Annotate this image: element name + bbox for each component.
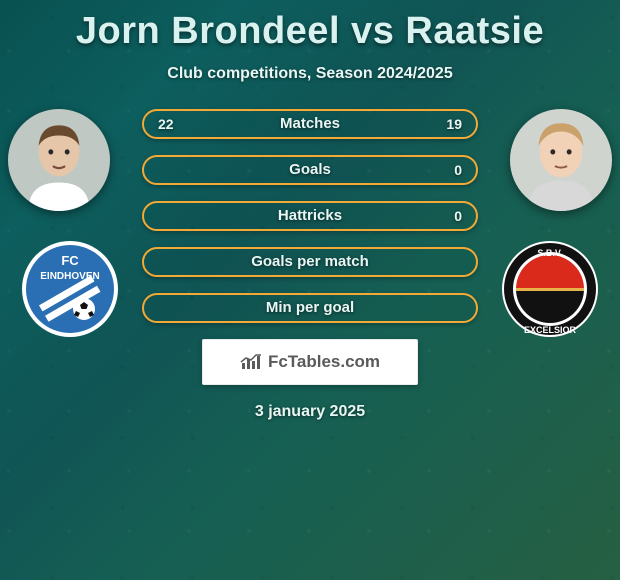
club-right-crest: S.B.V. EXCELSIOR [500, 239, 600, 339]
stat-right-value: 0 [454, 157, 462, 183]
subtitle: Club competitions, Season 2024/2025 [0, 65, 620, 83]
stat-right-value: 0 [454, 203, 462, 229]
stat-bar: Goals 0 [142, 155, 478, 185]
player-right-avatar [510, 109, 612, 211]
stat-left-value: 22 [158, 111, 174, 137]
stat-label: Goals per match [144, 249, 476, 275]
stat-label: Goals [144, 157, 476, 183]
svg-text:S.B.V.: S.B.V. [537, 248, 562, 258]
player-left-avatar [8, 109, 110, 211]
stat-right-value: 19 [446, 111, 462, 137]
stats-bars: 22 Matches 19 Goals 0 Hattricks 0 Goals … [142, 109, 478, 323]
stat-label: Matches [144, 111, 476, 137]
brand-badge: FcTables.com [202, 339, 418, 385]
stat-label: Min per goal [144, 295, 476, 321]
stat-bar: Hattricks 0 [142, 201, 478, 231]
svg-text:EXCELSIOR: EXCELSIOR [524, 325, 577, 335]
club-left-crest: FC EINDHOVEN [20, 239, 120, 339]
date-text: 3 january 2025 [0, 403, 620, 421]
stat-label: Hattricks [144, 203, 476, 229]
bar-chart-icon [240, 353, 262, 371]
stat-bar: Goals per match [142, 247, 478, 277]
svg-text:FC: FC [61, 253, 79, 268]
stat-bar: Min per goal [142, 293, 478, 323]
brand-text: FcTables.com [268, 352, 380, 372]
page-title: Jorn Brondeel vs Raatsie [0, 0, 620, 53]
stat-bar: 22 Matches 19 [142, 109, 478, 139]
